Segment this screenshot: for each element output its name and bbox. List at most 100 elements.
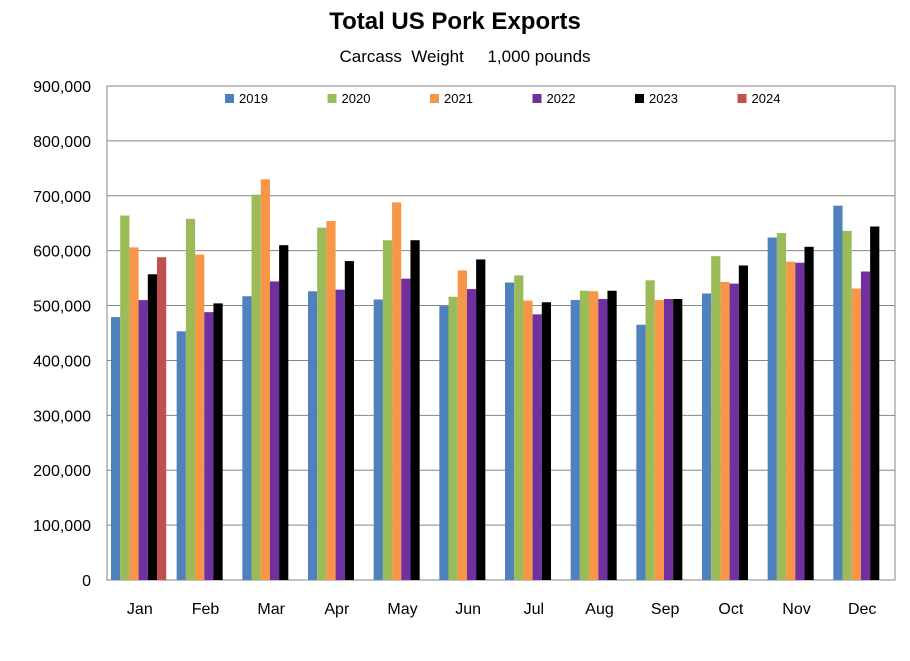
bar-2023-Jan — [147, 274, 157, 580]
bar-2023-Dec — [870, 226, 880, 580]
x-tick-label: Aug — [585, 601, 613, 618]
bar-2021-Aug — [589, 291, 599, 580]
bar-2019-May — [373, 299, 383, 580]
legend-swatch — [430, 94, 439, 103]
bar-2023-Aug — [607, 290, 617, 580]
legend-label: 2019 — [239, 91, 268, 106]
legend-swatch — [225, 94, 234, 103]
bar-2022-Dec — [860, 271, 871, 580]
bar-2022-Nov — [795, 262, 805, 580]
chart-title: Total US Pork Exports — [329, 8, 581, 35]
x-tick-label: Mar — [257, 601, 285, 618]
bar-2022-Mar — [269, 281, 280, 580]
bar-2022-Aug — [598, 298, 608, 580]
y-tick-label: 600,000 — [33, 244, 91, 261]
bar-2024-Jan — [157, 257, 167, 580]
bar-2019-Mar — [242, 296, 252, 580]
x-tick-label: Feb — [192, 601, 220, 618]
bar-2020-Feb — [185, 218, 196, 580]
x-axis-ticks: Jan Feb Mar Apr May Jun Jul Aug Sep Oct Nov Dec — [127, 601, 876, 618]
bar-2019-Sep — [636, 324, 646, 580]
bar-2021-Nov — [786, 261, 796, 580]
legend-label: 2023 — [649, 91, 678, 106]
gridlines — [107, 140, 895, 526]
legend-swatch — [635, 94, 644, 103]
y-tick-label: 100,000 — [33, 518, 91, 535]
y-tick-label: 200,000 — [33, 463, 91, 480]
bar-2021-Jan — [129, 247, 139, 580]
bar-2020-Jun — [448, 296, 458, 580]
x-tick-label: Jan — [127, 601, 153, 618]
y-tick-label: 300,000 — [33, 408, 91, 425]
bar-2023-Mar — [279, 245, 289, 580]
bar-2019-Apr — [308, 291, 318, 580]
bar-2020-Mar — [251, 194, 261, 580]
x-tick-label: Apr — [324, 601, 350, 618]
bar-2020-Nov — [776, 233, 787, 580]
y-axis-ticks: 0 100,000 200,000 300,000 400,000 500,000 600,… — [33, 79, 91, 590]
legend-label: 2021 — [444, 91, 473, 106]
bar-2021-May — [392, 202, 402, 580]
x-tick-label: May — [387, 601, 417, 618]
bar-2020-Aug — [579, 290, 590, 580]
bar-2019-Oct — [702, 293, 712, 580]
bar-2022-Jul — [532, 314, 542, 580]
x-tick-label: Sep — [651, 601, 680, 618]
bar-2019-Jun — [439, 306, 449, 580]
bar-2022-Apr — [335, 289, 345, 580]
bar-2021-Mar — [260, 179, 270, 581]
bar-2023-Sep — [673, 298, 683, 580]
bar-2019-Jul — [505, 282, 515, 580]
legend-label: 2024 — [752, 91, 781, 106]
bar-2022-Feb — [204, 312, 214, 580]
bar-2019-Dec — [833, 205, 843, 580]
legend-swatch — [327, 94, 337, 103]
x-tick-label: Dec — [848, 601, 876, 618]
legend-label: 2020 — [342, 91, 371, 106]
bar-2022-Sep — [663, 298, 674, 580]
y-tick-label: 0 — [82, 573, 91, 590]
bar-2023-Jul — [541, 302, 551, 580]
bar-2023-May — [410, 240, 420, 580]
bar-2023-Oct — [738, 265, 748, 580]
legend-swatch — [737, 94, 747, 103]
bar-2021-Oct — [720, 281, 730, 580]
bar-2020-Jan — [120, 215, 130, 580]
bar-2022-Jan — [138, 300, 148, 580]
y-tick-label: 900,000 — [33, 79, 91, 96]
bar-2021-Jun — [457, 270, 467, 580]
y-tick-label: 500,000 — [33, 299, 91, 316]
x-tick-label: Jun — [455, 601, 481, 618]
bar-2019-Feb — [176, 331, 186, 580]
bar-2019-Aug — [570, 300, 580, 580]
plot-area — [106, 85, 896, 581]
bars — [111, 179, 880, 581]
bar-2019-Nov — [767, 237, 777, 580]
bar-2022-Jun — [466, 289, 477, 580]
bar-2020-May — [382, 240, 393, 580]
bar-2022-May — [401, 278, 411, 580]
bar-2023-Apr — [344, 261, 354, 580]
bar-2020-Apr — [317, 227, 327, 580]
chart-subtitle: Carcass Weight 1,000 pounds — [339, 47, 591, 66]
bar-2020-Sep — [645, 280, 655, 580]
bar-2023-Feb — [213, 303, 223, 580]
bar-2021-Sep — [654, 300, 664, 580]
x-tick-label: Oct — [718, 601, 743, 618]
bar-2020-Oct — [711, 256, 721, 580]
bar-2023-Nov — [804, 246, 814, 580]
bar-2019-Jan — [111, 317, 121, 580]
bar-2021-Dec — [851, 288, 861, 580]
bar-2020-Jul — [514, 275, 524, 580]
legend-label: 2022 — [547, 91, 576, 106]
y-tick-label: 400,000 — [33, 353, 91, 370]
bar-2020-Dec — [842, 230, 852, 580]
y-tick-label: 800,000 — [33, 134, 91, 151]
bar-2021-Apr — [326, 221, 336, 580]
legend: 2019 2020 2021 2022 2023 2024 — [225, 91, 780, 106]
bar-2022-Oct — [729, 283, 739, 580]
x-tick-label: Jul — [524, 601, 544, 618]
x-tick-label: Nov — [782, 601, 810, 618]
y-tick-label: 700,000 — [33, 189, 91, 206]
